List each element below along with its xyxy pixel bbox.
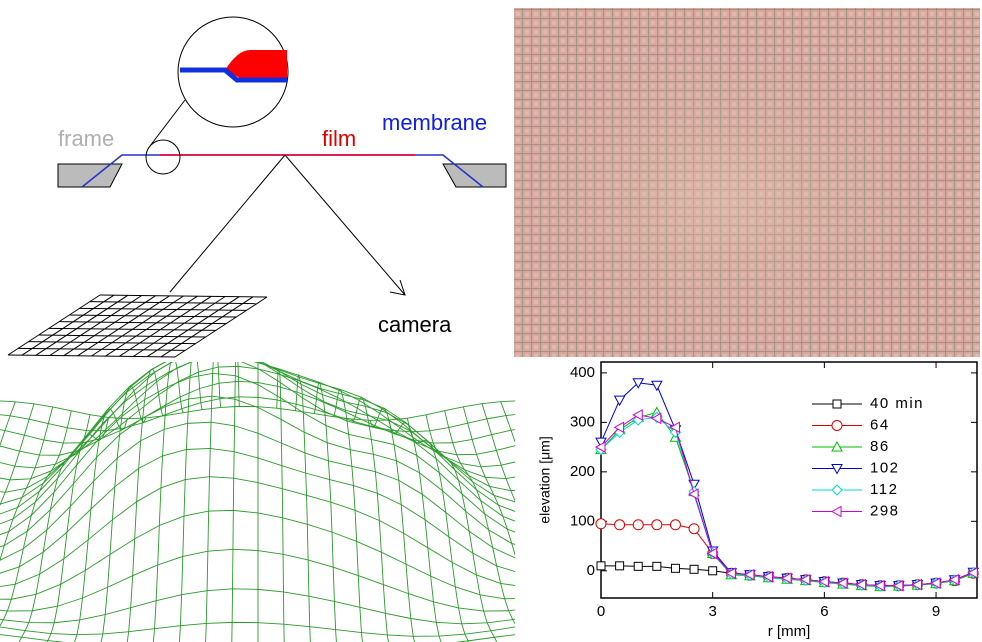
y-tick-label: 100: [570, 512, 595, 529]
marker: [615, 396, 625, 405]
label: frame: [58, 126, 114, 151]
marker: [616, 562, 624, 570]
marker: [832, 507, 841, 517]
grid-stroke: [161, 297, 253, 357]
marker: [690, 565, 698, 573]
y-tick-label: 300: [570, 413, 595, 430]
marker: [653, 562, 661, 570]
label: film: [322, 126, 356, 151]
mesh-line: [0, 396, 604, 552]
mesh-line: [0, 357, 592, 528]
mesh-line: [178, 351, 202, 642]
grid-stroke: [175, 297, 267, 357]
grid-stroke: [105, 296, 197, 356]
y-tick-label: 200: [570, 463, 595, 480]
marker: [671, 564, 679, 572]
mesh-line: [0, 616, 646, 636]
marker: [596, 519, 606, 529]
grid-stroke: [22, 295, 114, 355]
x-tick-label: 0: [597, 603, 605, 620]
photo-glow: [514, 8, 980, 357]
legend-label: 102: [870, 459, 900, 476]
grid-stroke: [78, 296, 170, 356]
mesh-line: [295, 375, 311, 642]
grid-stroke: [133, 297, 225, 357]
membrane-line: [82, 155, 483, 187]
mesh-line: [333, 390, 365, 642]
frame-right: [443, 164, 506, 187]
legend-label: 86: [870, 438, 890, 455]
series-line: [601, 417, 973, 586]
mesh-line: [0, 381, 550, 443]
marker: [709, 567, 717, 575]
label: camera: [378, 312, 452, 337]
grid-stroke: [147, 297, 239, 357]
mesh-line: [370, 408, 418, 642]
figure: frame film membrane camera r [mm] elevat…: [0, 0, 982, 642]
marker: [597, 562, 605, 570]
marker: [832, 421, 842, 431]
marker: [615, 520, 625, 530]
marker: [634, 562, 642, 570]
x-tick-label: 9: [932, 603, 940, 620]
mesh-line: [231, 351, 239, 642]
ray: [170, 155, 285, 292]
x-tick-label: 6: [820, 603, 828, 620]
legend-label: 298: [870, 502, 900, 519]
marker: [833, 400, 841, 408]
mesh-line: [277, 369, 285, 642]
marker: [652, 381, 662, 390]
legend-label: 40 min: [870, 395, 924, 412]
line-chart: r [mm] elevation [μm] 0 3 6 9 0 100 200 300 400 4…: [537, 362, 979, 640]
label: membrane: [382, 110, 487, 135]
mesh-line: [351, 397, 391, 642]
mesh-line: [0, 549, 634, 611]
zoom-line: [150, 100, 185, 146]
x-axis-label: r [mm]: [768, 623, 811, 640]
marker: [689, 524, 699, 534]
mesh-line: [205, 348, 221, 642]
grid-stroke: [119, 296, 211, 356]
grid-stroke: [36, 295, 128, 355]
mesh-line: [0, 477, 622, 588]
legend-label: 112: [870, 481, 898, 498]
grid-stroke: [92, 296, 184, 356]
series-line: [601, 415, 973, 586]
mesh-line: [98, 386, 146, 642]
diagram: frame film membrane camera: [8, 17, 506, 357]
mesh-line: [0, 352, 568, 479]
marker: [652, 520, 662, 530]
mesh-line: [0, 373, 598, 539]
grid-stroke: [50, 296, 142, 356]
x-tick-label: 3: [709, 603, 717, 620]
y-axis-label: elevation [μm]: [537, 436, 553, 523]
frame-left: [58, 164, 122, 187]
legend-label: 64: [870, 416, 890, 433]
grid-stroke: [64, 296, 156, 356]
series-line: [601, 412, 973, 586]
grid-stroke: [8, 295, 100, 355]
mesh-line: [0, 349, 586, 515]
mesh-line: [0, 589, 640, 624]
mesh-line: [0, 407, 53, 641]
mesh-line: [151, 357, 183, 642]
mesh-line: [0, 510, 628, 599]
photo: [514, 8, 980, 357]
marker: [670, 520, 680, 530]
marker: [832, 485, 842, 495]
mesh-line: [0, 400, 538, 420]
surface-mesh: [0, 348, 658, 642]
mesh-line: [0, 628, 652, 642]
y-tick-label: 0: [587, 562, 595, 579]
mesh-line: [389, 420, 445, 642]
target-grid: [8, 295, 267, 357]
marker: [633, 520, 643, 530]
ray: [285, 155, 405, 295]
y-tick-label: 400: [570, 364, 595, 381]
